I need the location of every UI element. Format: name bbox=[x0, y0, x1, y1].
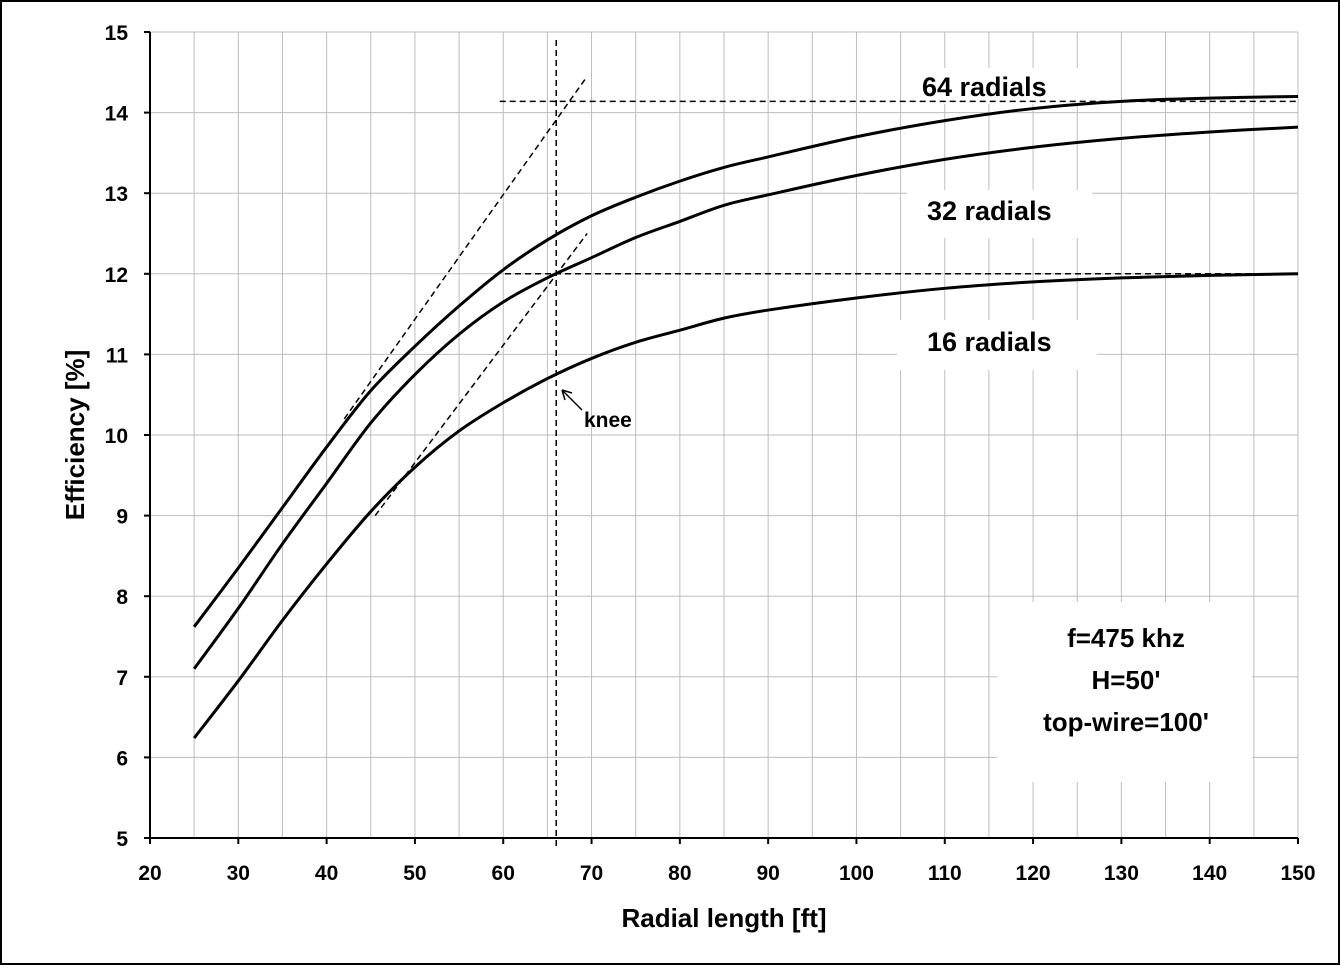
x-tick-label: 80 bbox=[668, 862, 691, 885]
tangent-64-guide bbox=[343, 75, 588, 420]
knee-annotation: knee bbox=[584, 409, 632, 432]
label-backdrop bbox=[907, 190, 1092, 238]
knee-arrow-head bbox=[561, 389, 573, 401]
y-tick-label: 5 bbox=[116, 828, 128, 851]
y-tick-label: 13 bbox=[105, 183, 128, 206]
x-tick-label: 60 bbox=[492, 862, 515, 885]
param-text: H=50' bbox=[1091, 665, 1160, 695]
x-tick-label: 90 bbox=[756, 862, 779, 885]
label-32-radials: 32 radials bbox=[927, 196, 1052, 226]
x-tick-label: 150 bbox=[1280, 862, 1315, 885]
y-tick-label: 6 bbox=[116, 747, 128, 770]
y-tick-label: 10 bbox=[105, 425, 128, 448]
series-16-radials-line bbox=[192, 272, 1299, 739]
axes: 20 30 40 50 60 70 80 90 100 110 120 130 140 150 5 6 7 8 9 1… bbox=[60, 22, 1316, 933]
knee-arrow-shaft bbox=[561, 389, 583, 411]
series-32-radials-line bbox=[192, 125, 1299, 670]
y-tick-label: 9 bbox=[116, 506, 128, 529]
param-text: f=475 khz bbox=[1067, 623, 1185, 653]
y-tick-label: 14 bbox=[105, 103, 129, 126]
x-tick-label: 100 bbox=[839, 862, 874, 885]
x-tick-label: 20 bbox=[138, 862, 161, 885]
label-backdrop bbox=[997, 602, 1252, 782]
param-text: top-wire=100' bbox=[1043, 707, 1209, 737]
x-tick-label: 140 bbox=[1192, 862, 1227, 885]
y-axis-title: Efficiency [%] bbox=[60, 350, 90, 521]
label-64-radials: 64 radials bbox=[922, 72, 1047, 102]
x-tick-label: 50 bbox=[403, 862, 426, 885]
series-64-radials-line bbox=[192, 94, 1299, 628]
labels: 64 radials 32 radials 16 radials knee f=475 … bbox=[561, 72, 1209, 737]
x-tick-label: 70 bbox=[580, 862, 603, 885]
x-tick-label: 110 bbox=[928, 862, 962, 885]
x-tick-label: 30 bbox=[227, 862, 250, 885]
label-backdrop bbox=[897, 320, 1097, 370]
y-tick-label: 11 bbox=[106, 344, 129, 367]
grid bbox=[149, 31, 1299, 839]
x-tick-label: 40 bbox=[315, 862, 338, 885]
y-tick-label: 15 bbox=[105, 22, 129, 45]
x-tick-label: 130 bbox=[1104, 862, 1139, 885]
series-lines bbox=[192, 94, 1299, 739]
y-tick-label: 7 bbox=[116, 667, 128, 690]
x-axis-title: Radial length [ft] bbox=[621, 903, 826, 933]
x-tick-label: 120 bbox=[1016, 862, 1051, 885]
tangent-16-guide bbox=[374, 233, 588, 517]
guide-lines bbox=[343, 40, 1298, 847]
y-tick-label: 8 bbox=[116, 586, 128, 609]
label-16-radials: 16 radials bbox=[927, 327, 1052, 357]
label-backdrop bbox=[907, 68, 1092, 104]
y-tick-label: 12 bbox=[105, 264, 128, 287]
